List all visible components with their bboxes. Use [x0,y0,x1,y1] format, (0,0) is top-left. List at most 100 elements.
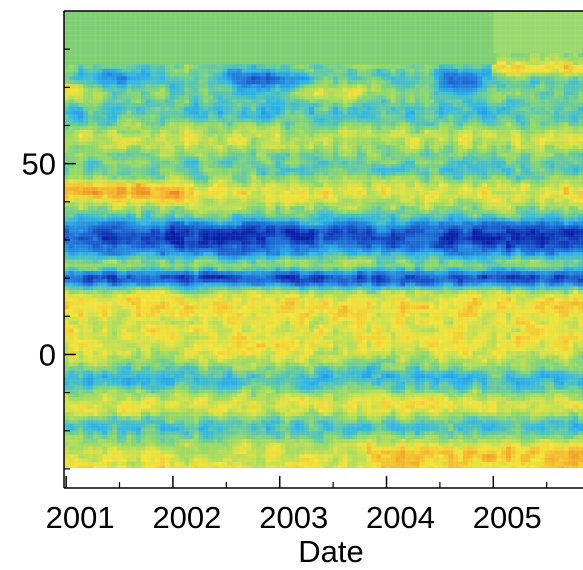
heatmap-cell [155,477,160,481]
heatmap-cell [184,473,189,477]
heatmap-cell [271,473,276,477]
heatmap-cell [88,469,93,473]
heatmap-cell [237,480,242,484]
heatmap-cell [189,477,194,481]
heatmap-cell [227,480,232,484]
heatmap-cell [112,473,117,477]
heatmap-cell [93,477,98,481]
heatmap-cell [247,473,252,477]
heatmap-cell [160,477,165,481]
heatmap-cell [184,480,189,484]
heatmap-cell [175,480,180,484]
heatmap-cell [93,469,98,473]
heatmap-cell [208,477,213,481]
heatmap-cell [78,480,83,484]
heatmap-cell [189,469,194,473]
heatmap-cell [227,477,232,481]
heatmap-cell [83,480,88,484]
heatmap-cell [69,469,74,473]
heatmap-cell [126,477,131,481]
heatmap-cell [165,477,170,481]
heatmap-cell [74,469,79,473]
heatmap-cell [151,469,156,473]
heatmap-cell [218,480,223,484]
heatmap-cell [223,473,228,477]
heatmap-cell [247,477,252,481]
heatmap-cell [151,473,156,477]
heatmap-cell [242,469,247,473]
heatmap-cell [69,473,74,477]
heatmap-cell [131,477,136,481]
heatmap-cell [78,469,83,473]
heatmap-cell [102,477,107,481]
heatmap-cell [102,473,107,477]
heatmap-cell [203,477,208,481]
heatmap-cell [194,469,199,473]
heatmap-cell [232,480,237,484]
heatmap-cell [122,477,127,481]
heatmap-cell [83,473,88,477]
heatmap-cell [83,469,88,473]
heatmap-cell [74,480,79,484]
heatmap-cell [232,469,237,473]
heatmap-cell [155,469,160,473]
heatmap-cell [199,480,204,484]
heatmap-cell [93,473,98,477]
heatmap-cell [261,473,266,477]
heatmap-cell [126,473,131,477]
heatmap-cell [223,480,228,484]
heatmap-cell [98,469,103,473]
heatmap-cell [160,480,165,484]
heatmap-cell [251,469,256,473]
heatmap-cell [261,469,266,473]
heatmap-cell [256,473,261,477]
heatmap-cell [218,473,223,477]
heatmap-cell [208,473,213,477]
heatmap-cell [227,473,232,477]
heatmap-cell [179,473,184,477]
heatmap-cell [98,477,103,481]
heatmap-cell [83,477,88,481]
heatmap-cell [93,480,98,484]
heatmap-cell [184,477,189,481]
heatmap-cell [69,477,74,481]
heatmap-cell [98,480,103,484]
heatmap-cell [271,480,276,484]
heatmap-cell [165,480,170,484]
heatmap-cell [179,477,184,481]
heatmap-cell [237,477,242,481]
heatmap-cell [151,477,156,481]
heatmap-cell [107,477,112,481]
heatmap-cell [112,477,117,481]
heatmap-cell [170,469,175,473]
heatmap-cell [275,469,280,473]
heatmap-cell [117,469,122,473]
heatmap-cell [271,477,276,481]
heatmap-cell [179,469,184,473]
heatmap-cell [141,473,146,477]
heatmap-cell [271,469,276,473]
heatmap-cell [189,473,194,477]
heatmap-cell [266,469,271,473]
heatmap-cell [146,469,151,473]
heatmap-cell [194,477,199,481]
heatmap-cell [107,469,112,473]
heatmap-cell [199,473,204,477]
heatmap-cell [213,473,218,477]
heatmap-cell [88,477,93,481]
heatmap-cell [141,480,146,484]
heatmap-cell [266,473,271,477]
heatmap-cell [122,480,127,484]
heatmap-cell [223,469,228,473]
heatmap-cell [203,469,208,473]
heatmap-cell [74,477,79,481]
heatmap-cell [131,469,136,473]
heatmap-cell [251,473,256,477]
heatmap-cell [223,477,228,481]
heatmap-cell [88,480,93,484]
heatmap-cell [112,469,117,473]
heatmap-cell [141,477,146,481]
heatmap-cell [78,477,83,481]
heatmap-cell [251,477,256,481]
